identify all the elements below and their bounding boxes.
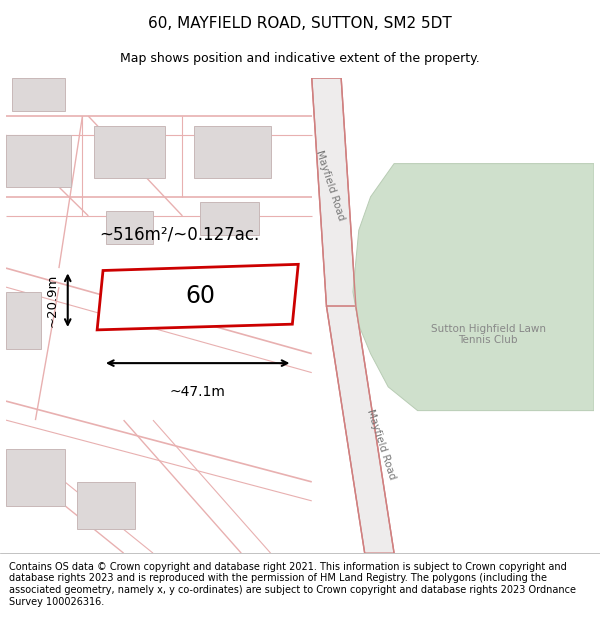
- Polygon shape: [97, 264, 298, 330]
- Polygon shape: [6, 292, 41, 349]
- Text: 60: 60: [185, 284, 215, 308]
- Polygon shape: [6, 135, 71, 188]
- Text: Mayfield Road: Mayfield Road: [314, 149, 347, 221]
- Text: Mayfield Road: Mayfield Road: [365, 408, 397, 480]
- Polygon shape: [353, 164, 594, 411]
- Text: ~47.1m: ~47.1m: [170, 384, 226, 399]
- Polygon shape: [200, 202, 259, 235]
- Text: Contains OS data © Crown copyright and database right 2021. This information is : Contains OS data © Crown copyright and d…: [9, 562, 576, 606]
- Text: 60, MAYFIELD ROAD, SUTTON, SM2 5DT: 60, MAYFIELD ROAD, SUTTON, SM2 5DT: [148, 16, 452, 31]
- Polygon shape: [194, 126, 271, 178]
- Polygon shape: [94, 126, 165, 178]
- Polygon shape: [326, 306, 394, 553]
- Polygon shape: [106, 211, 153, 244]
- Text: ~20.9m: ~20.9m: [46, 274, 59, 327]
- Text: ~516m²/~0.127ac.: ~516m²/~0.127ac.: [100, 226, 260, 244]
- Polygon shape: [77, 482, 136, 529]
- Polygon shape: [6, 449, 65, 506]
- Polygon shape: [312, 78, 356, 306]
- Text: Map shows position and indicative extent of the property.: Map shows position and indicative extent…: [120, 52, 480, 65]
- Text: Sutton Highfield Lawn
Tennis Club: Sutton Highfield Lawn Tennis Club: [431, 324, 545, 346]
- Polygon shape: [12, 78, 65, 111]
